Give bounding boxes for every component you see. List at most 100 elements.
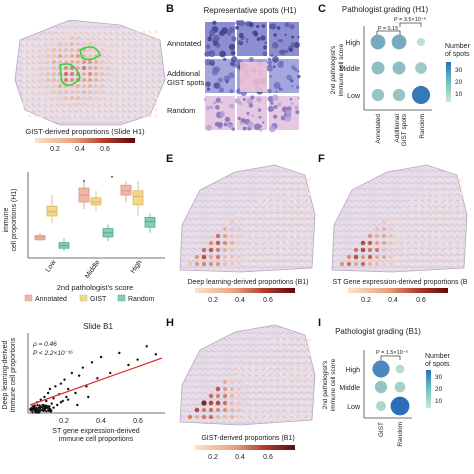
nucleus — [270, 54, 274, 58]
tissue-spot — [286, 206, 290, 210]
tissue-spot — [64, 90, 68, 94]
tissue-spot — [100, 60, 104, 64]
tissue-spot — [118, 30, 122, 34]
tissue-spot — [82, 96, 86, 100]
scatter-point — [66, 398, 70, 401]
tissue-spot — [251, 380, 255, 384]
nucleus — [229, 89, 234, 94]
tissue-spot — [76, 102, 80, 106]
nucleus — [273, 114, 278, 119]
tissue-spot — [82, 42, 86, 46]
tissue-spot — [272, 394, 276, 398]
nucleus — [273, 65, 276, 69]
tissue-spot — [339, 261, 345, 267]
tissue-spot — [382, 234, 386, 238]
tissue-spot — [28, 78, 32, 82]
tissue-spot — [258, 394, 262, 398]
tissue-spot — [201, 247, 207, 253]
tissue-spot — [244, 359, 248, 363]
tissue-spot — [230, 220, 234, 224]
tissue-spot — [52, 72, 56, 76]
tissue-spot — [438, 255, 442, 259]
tissue-spot — [251, 415, 255, 419]
tissue-spot — [64, 60, 68, 64]
xtick-middle: Middle — [84, 259, 102, 280]
colorbar-tick: 0.2 — [50, 146, 60, 153]
colorbar-tick: 0.4 — [235, 454, 245, 461]
tissue-spot — [46, 72, 50, 76]
nucleus — [266, 64, 273, 72]
tissue-spot — [293, 178, 297, 182]
tissue-spot — [286, 387, 290, 391]
nucleus — [259, 128, 263, 132]
nucleus — [294, 105, 299, 110]
nucleus — [287, 106, 292, 111]
tissue-spot — [154, 78, 158, 82]
tissue-spot — [188, 262, 192, 266]
spot-grid-f — [339, 178, 463, 267]
tissue-spot — [124, 30, 128, 34]
tissue-spot — [106, 78, 110, 82]
tissue-spot — [52, 114, 56, 118]
tissue-spot — [148, 102, 152, 106]
tissue-spot — [382, 227, 386, 231]
scatter-point — [66, 387, 70, 391]
tissue-spot — [424, 220, 428, 224]
tissue-spot — [272, 408, 276, 412]
tissue-spot — [286, 415, 290, 419]
tissue-spot — [286, 262, 290, 266]
representative-spot-images — [203, 19, 301, 133]
tissue-spot — [112, 66, 116, 70]
xtick-random: Random — [397, 422, 404, 447]
nucleus — [262, 121, 265, 124]
tissue-spot — [459, 220, 463, 224]
tissue-spot — [403, 206, 407, 210]
tissue-spot — [389, 262, 393, 266]
legend-tick: 20 — [455, 79, 463, 86]
tissue-spot — [100, 42, 104, 46]
tissue-spot — [438, 178, 442, 182]
tissue-spot — [46, 36, 50, 40]
tissue-spot — [286, 199, 290, 203]
tissue-spot — [222, 393, 228, 399]
nucleus — [284, 49, 289, 54]
nucleus — [269, 75, 273, 78]
tissue-spot — [286, 352, 290, 356]
tissue-spot — [251, 213, 255, 217]
tissue-spot — [424, 185, 428, 189]
tissue-spot — [76, 30, 80, 34]
tissue-spot — [445, 178, 449, 182]
tissue-spot — [431, 178, 435, 182]
tissue-spot — [106, 96, 110, 100]
scatter-point — [154, 353, 158, 356]
tissue-spot — [300, 255, 304, 259]
tissue-spot — [88, 114, 92, 118]
tissue-spot — [452, 255, 456, 259]
scatter-point — [52, 397, 55, 400]
tissue-spot — [76, 84, 80, 88]
nucleus — [238, 19, 245, 27]
nucleus — [288, 47, 293, 52]
tissue-spot — [307, 338, 311, 342]
tissue-spot — [367, 240, 373, 246]
tissue-spot — [279, 248, 283, 252]
tissue-spot — [136, 54, 140, 58]
colorbar-e — [195, 288, 295, 293]
bubble-annotated-middle — [371, 61, 385, 75]
tissue-spot — [389, 255, 393, 259]
tissue-spot — [244, 262, 248, 266]
panel-b-title: Representative spots (H1) — [204, 6, 297, 15]
tissue-spot — [124, 108, 128, 112]
scatter-point — [50, 402, 53, 405]
tissue-spot — [265, 206, 269, 210]
tissue-spot — [286, 213, 290, 217]
nucleus — [205, 81, 211, 87]
tissue-spot — [118, 48, 122, 52]
tissue-spot — [28, 102, 32, 106]
tissue-spot — [130, 60, 134, 64]
tissue-spot — [279, 241, 283, 245]
tissue-spot — [88, 102, 92, 106]
tissue-spot — [112, 114, 116, 118]
nucleus — [269, 23, 276, 30]
scatter-point — [99, 355, 103, 359]
